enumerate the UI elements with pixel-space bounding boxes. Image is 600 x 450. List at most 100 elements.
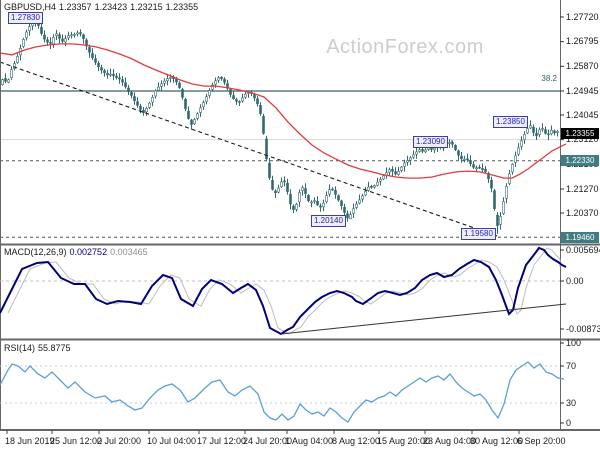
candle-body: [100, 67, 103, 71]
candle-body: [298, 192, 301, 203]
macd-axis-label: -0.008737: [566, 323, 600, 334]
macd-title: MACD(12,26,9): [4, 247, 67, 257]
candle-body: [88, 47, 91, 53]
candle-body: [352, 208, 355, 214]
candle-body: [391, 168, 394, 172]
candle-body: [541, 128, 544, 130]
date-axis-label: 8 Aug 12:00: [332, 436, 381, 446]
candle-body: [388, 169, 391, 173]
candle-body: [61, 38, 64, 42]
candle-body: [25, 31, 28, 39]
candle-body: [421, 149, 424, 152]
candle-body: [394, 171, 397, 175]
candle-body: [457, 150, 460, 156]
candle-body: [55, 33, 58, 36]
candle-body: [268, 162, 271, 178]
candle-body: [460, 155, 463, 160]
candle-body: [232, 95, 235, 100]
candle-body: [304, 188, 307, 194]
price-axis-label: 1.26795: [566, 36, 599, 47]
candle-body: [316, 201, 319, 206]
candle-body: [166, 78, 169, 82]
candle-body: [451, 142, 454, 145]
candle-body: [400, 166, 403, 171]
candle-body: [295, 203, 298, 210]
candle-body: [535, 133, 538, 137]
candle-body: [94, 58, 97, 63]
candle-body: [103, 70, 106, 74]
candle-body: [286, 182, 289, 192]
candle-body: [355, 203, 358, 208]
candle-body: [487, 172, 490, 179]
candle-body: [511, 164, 514, 173]
candle-body: [484, 169, 487, 172]
candle-body: [244, 93, 247, 98]
candle-body: [199, 107, 202, 113]
candle-body: [508, 173, 511, 184]
candle-body: [469, 160, 472, 165]
price-axis-label: 1.20370: [566, 207, 599, 218]
price-axis-label: 1.21270: [566, 183, 599, 194]
candle-body: [550, 130, 553, 135]
symbol-ohlc-header: GBPUSD,H4 1.23357 1.23423 1.23215 1.23355: [4, 2, 201, 12]
candle-body: [403, 162, 406, 167]
candle-body: [64, 38, 67, 43]
date-axis-label: 25 Jun 12:00: [50, 436, 103, 446]
level-price-box: 1.22330: [561, 155, 599, 167]
candle-body: [127, 87, 130, 92]
candle-body: [448, 142, 451, 144]
date-axis-label: 24 Jul 20:00: [243, 436, 293, 446]
candle-body: [151, 97, 154, 103]
candle-body: [283, 180, 286, 183]
rsi-axis-label: 30: [566, 397, 577, 408]
price-callout: 1.23850: [493, 116, 528, 128]
candle-body: [193, 119, 196, 124]
candle-body: [241, 97, 244, 102]
candle-body: [4, 78, 7, 82]
candle-body: [22, 39, 25, 47]
candle-body: [223, 78, 226, 83]
candle-body: [16, 56, 19, 63]
rsi-axis-label: 0: [566, 417, 572, 428]
price-callout: 1.20140: [311, 215, 346, 227]
candle-body: [160, 83, 163, 87]
candle-body: [496, 214, 499, 226]
macd-value-signal: 0.003465: [110, 247, 148, 257]
candle-body: [481, 168, 484, 171]
candle-body: [124, 82, 127, 88]
candle-body: [337, 195, 340, 201]
candle-body: [418, 149, 421, 152]
candle-body: [493, 190, 496, 209]
candle-body: [292, 205, 295, 210]
date-axis-label: 10 Jul 04:00: [147, 436, 197, 446]
candle-body: [523, 134, 526, 140]
candle-body: [271, 180, 274, 190]
candle-body: [427, 147, 430, 150]
candle-body: [253, 93, 256, 99]
candle-body: [532, 126, 535, 133]
candle-body: [52, 36, 55, 45]
candle-body: [139, 105, 142, 110]
candle-body: [214, 80, 217, 85]
level-price-box: 1.19460: [561, 231, 599, 243]
candle-body: [409, 157, 412, 161]
candle-body: [262, 116, 265, 134]
candle-body: [433, 147, 436, 151]
date-axis-label: 2 Jul 20:00: [97, 436, 142, 446]
candle-body: [259, 105, 262, 114]
macd-main-line: [0, 246, 567, 336]
price-axis-label: 1.24945: [566, 85, 599, 96]
candle-body: [238, 101, 241, 103]
candle-body: [91, 53, 94, 58]
price-axis-label: 1.23120: [566, 134, 599, 145]
candle-body: [49, 42, 52, 44]
candle-body: [349, 214, 352, 220]
candle-body: [175, 78, 178, 83]
candle-body: [142, 109, 145, 113]
candle-body: [406, 160, 409, 163]
candle-body: [280, 181, 283, 187]
candle-body: [208, 90, 211, 96]
candle-body: [322, 202, 325, 208]
macd-axis-label: 0.00: [566, 275, 584, 286]
